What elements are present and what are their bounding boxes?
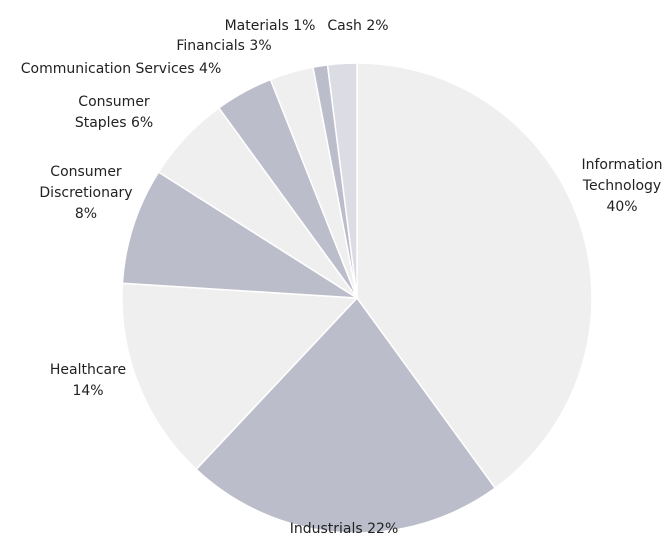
category-label: Cash bbox=[327, 18, 362, 34]
category-label: Materials bbox=[225, 18, 289, 34]
slice-label: Financials 3% bbox=[176, 36, 271, 57]
category-label: Consumer Discretionary bbox=[39, 164, 132, 201]
value-label: 6% bbox=[131, 115, 153, 131]
value-label: 4% bbox=[199, 61, 221, 77]
value-label: 1% bbox=[293, 18, 315, 34]
category-label: Industrials bbox=[290, 521, 363, 537]
slice-label: Materials 1% bbox=[225, 16, 316, 37]
value-label: 8% bbox=[75, 206, 97, 222]
slice-label: Information Technology 40% bbox=[575, 155, 668, 218]
category-label: Financials bbox=[176, 38, 245, 54]
slice-label: Cash 2% bbox=[327, 16, 388, 37]
slice-label: Healthcare 14% bbox=[48, 360, 128, 402]
slice-label: Consumer Discretionary 8% bbox=[37, 162, 135, 225]
slice-label: Communication Services 4% bbox=[21, 59, 222, 80]
category-label: Information Technology bbox=[581, 157, 662, 194]
category-label: Healthcare bbox=[50, 362, 126, 378]
slice-label: Consumer Staples 6% bbox=[64, 92, 164, 134]
value-label: 3% bbox=[249, 38, 271, 54]
value-label: 22% bbox=[367, 521, 398, 537]
value-label: 2% bbox=[366, 18, 388, 34]
slice-label: Industrials 22% bbox=[290, 519, 399, 540]
value-label: 40% bbox=[606, 199, 637, 215]
category-label: Communication Services bbox=[21, 61, 195, 77]
value-label: 14% bbox=[72, 383, 103, 399]
